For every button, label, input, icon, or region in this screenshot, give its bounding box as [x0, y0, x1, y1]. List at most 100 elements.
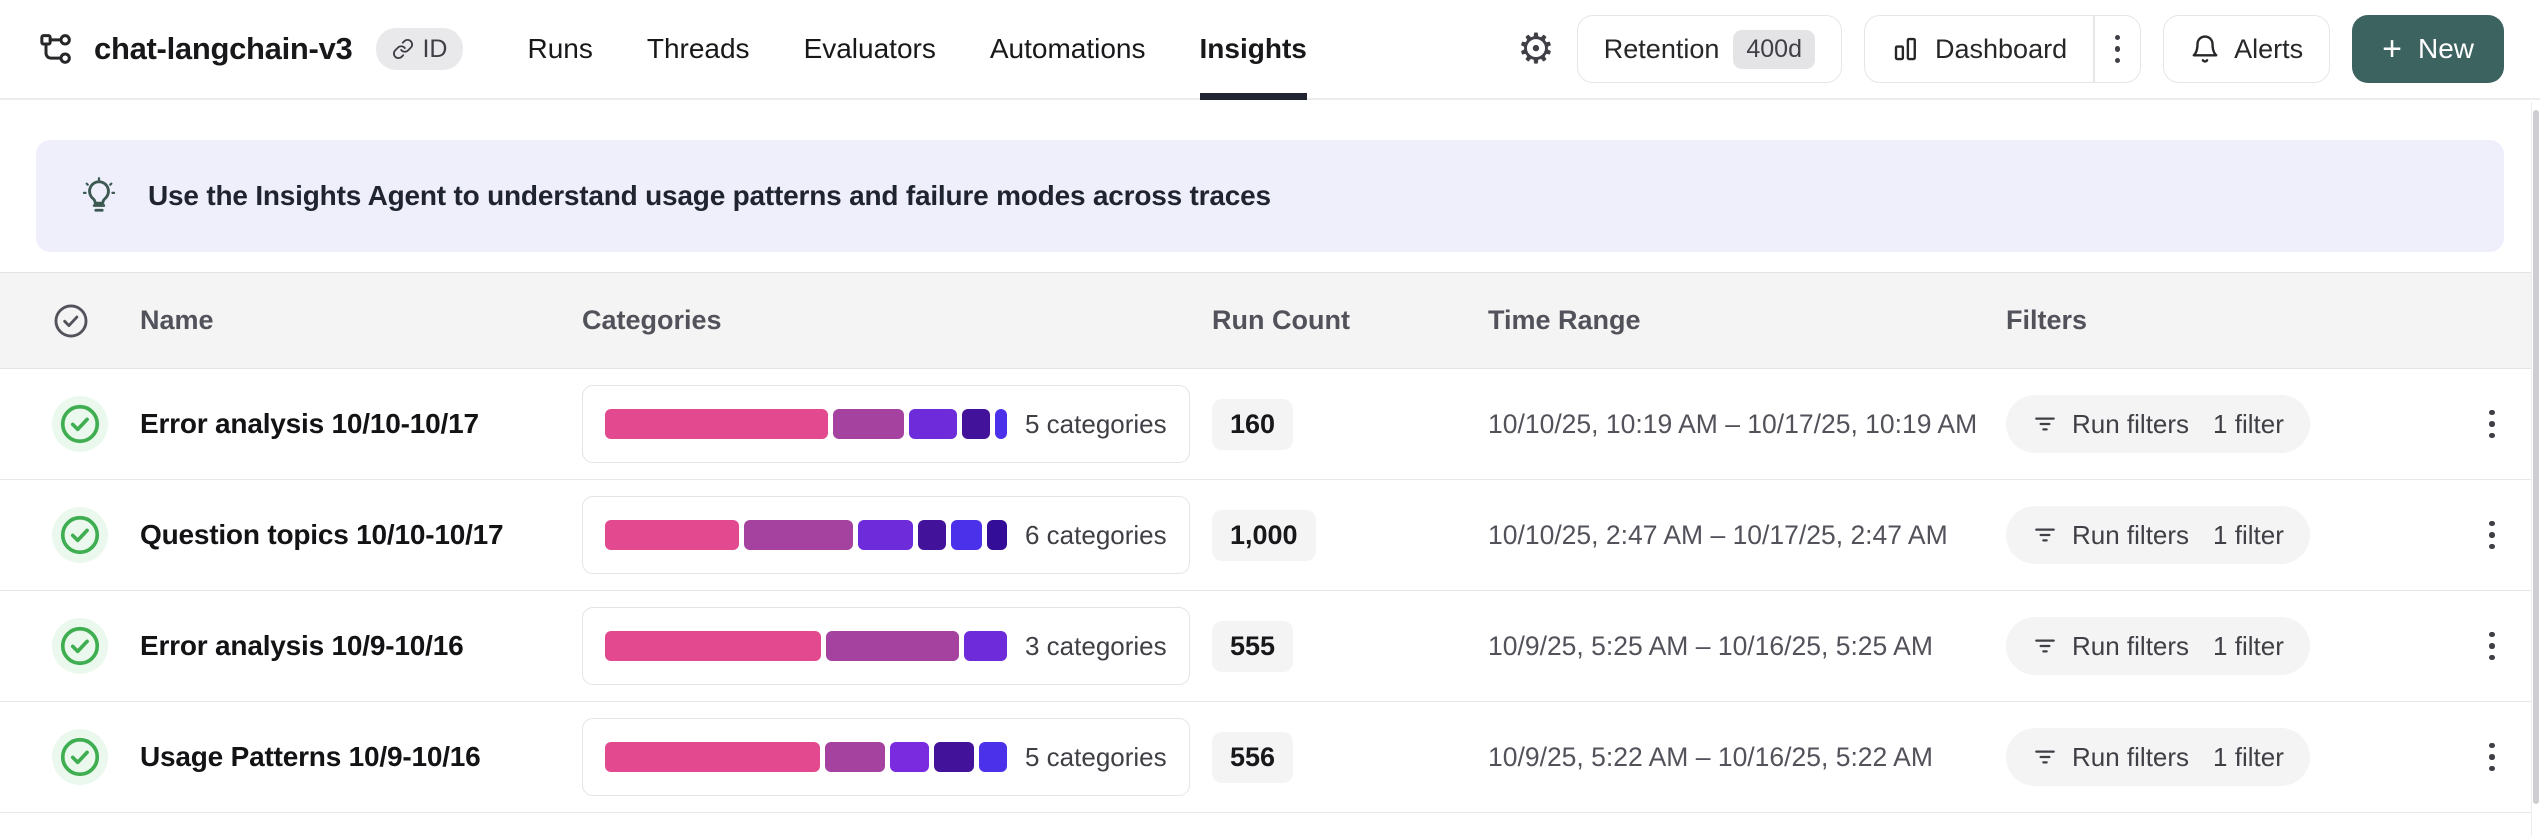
- link-icon: [393, 38, 414, 60]
- run-count-badge: 160: [1212, 398, 1294, 450]
- table-row[interactable]: Error analysis 10/10-10/17 5 categories …: [0, 369, 2540, 480]
- category-segment: [963, 631, 1007, 661]
- tab-threads[interactable]: Threads: [646, 33, 750, 64]
- table-header-row: Name Categories Run Count Time Range Fil…: [0, 272, 2540, 369]
- category-segment: [605, 409, 828, 439]
- project-tabs: Runs Threads Evaluators Automations Insi…: [527, 0, 1308, 100]
- time-range-text: 10/9/25, 5:22 AM – 10/16/25, 5:22 AM: [1488, 741, 1933, 772]
- insights-table: Name Categories Run Count Time Range Fil…: [0, 272, 2540, 813]
- category-segment: [889, 742, 930, 772]
- column-header-categories: Categories: [582, 305, 722, 335]
- category-segment: [605, 742, 820, 772]
- filter-icon: [2035, 528, 2055, 542]
- top-actions: ⚙ Retention 400d Dashboard: [1517, 15, 2504, 83]
- run-filters-label: Run filters: [2072, 630, 2190, 661]
- category-segment: [605, 631, 821, 661]
- run-filters-pill[interactable]: Run filters 1 filter: [2006, 506, 2310, 564]
- filter-count-label: 1 filter: [2213, 519, 2284, 550]
- status-cell: [0, 396, 140, 452]
- table-row[interactable]: Question topics 10/10-10/17 6 categories…: [0, 480, 2540, 591]
- category-segment: [918, 520, 946, 550]
- run-filters-pill[interactable]: Run filters 1 filter: [2006, 395, 2310, 453]
- banner-text: Use the Insights Agent to understand usa…: [148, 180, 1271, 211]
- insight-name: Error analysis 10/10-10/17: [140, 408, 479, 439]
- category-segment: [824, 742, 885, 772]
- tab-insights[interactable]: Insights: [1199, 0, 1308, 100]
- settings-gear-icon[interactable]: ⚙: [1517, 24, 1555, 73]
- status-cell: [0, 729, 140, 785]
- copy-id-badge[interactable]: ID: [376, 28, 464, 70]
- plus-icon: +: [2382, 30, 2402, 68]
- table-row[interactable]: Error analysis 10/9-10/16 3 categories 5…: [0, 591, 2540, 702]
- column-header-run-count: Run Count: [1212, 305, 1350, 335]
- categories-count-label: 3 categories: [1025, 630, 1167, 661]
- category-segment: [743, 520, 854, 550]
- categories-chip[interactable]: 5 categories: [582, 385, 1190, 463]
- categories-chip[interactable]: 3 categories: [582, 607, 1190, 685]
- new-button-label: New: [2417, 33, 2474, 64]
- status-success-icon: [52, 618, 108, 674]
- run-filters-label: Run filters: [2072, 408, 2190, 439]
- time-range-text: 10/9/25, 5:25 AM – 10/16/25, 5:25 AM: [1488, 630, 1933, 661]
- run-count-badge: 555: [1212, 620, 1294, 672]
- category-segment: [825, 631, 959, 661]
- column-header-time-range: Time Range: [1488, 305, 1641, 335]
- run-filters-label: Run filters: [2072, 741, 2190, 772]
- categories-chip[interactable]: 6 categories: [582, 496, 1190, 574]
- project-header: chat-langchain-v3 ID: [36, 28, 464, 70]
- category-segment: [909, 409, 958, 439]
- row-kebab-menu[interactable]: [2489, 409, 2495, 439]
- retention-button[interactable]: Retention 400d: [1576, 15, 1842, 83]
- status-success-icon: [52, 396, 108, 452]
- run-filters-pill[interactable]: Run filters 1 filter: [2006, 728, 2310, 786]
- status-cell: [0, 507, 140, 563]
- run-count-badge: 1,000: [1212, 509, 1316, 561]
- category-bar: [605, 520, 1007, 550]
- status-cell: [0, 618, 140, 674]
- status-success-icon: [52, 729, 108, 785]
- lightbulb-icon: [80, 177, 118, 215]
- tab-evaluators[interactable]: Evaluators: [803, 33, 936, 64]
- run-filters-pill[interactable]: Run filters 1 filter: [2006, 617, 2310, 675]
- top-bar: chat-langchain-v3 ID Runs Threads Evalua…: [0, 0, 2540, 100]
- retention-label: Retention: [1603, 33, 1720, 64]
- row-kebab-menu[interactable]: [2489, 742, 2495, 772]
- category-segment: [605, 520, 739, 550]
- row-kebab-menu[interactable]: [2489, 520, 2495, 550]
- page-title: chat-langchain-v3: [94, 31, 353, 66]
- categories-count-label: 5 categories: [1025, 408, 1167, 439]
- bar-chart-icon: [1894, 37, 1916, 61]
- category-bar: [605, 742, 1008, 772]
- kebab-icon: [2114, 34, 2121, 64]
- table-row[interactable]: Usage Patterns 10/9-10/16 5 categories 5…: [0, 702, 2540, 813]
- new-button[interactable]: + New: [2352, 15, 2504, 83]
- filter-icon: [2035, 417, 2055, 431]
- column-header-name: Name: [140, 305, 214, 335]
- select-all-cell[interactable]: [0, 302, 140, 340]
- id-badge-label: ID: [422, 34, 448, 63]
- filter-count-label: 1 filter: [2213, 630, 2284, 661]
- dashboard-button[interactable]: Dashboard: [1865, 16, 2093, 82]
- category-segment: [979, 742, 1008, 772]
- row-kebab-menu[interactable]: [2489, 631, 2495, 661]
- alerts-button[interactable]: Alerts: [2163, 15, 2331, 83]
- filter-icon: [2035, 750, 2055, 764]
- tab-automations[interactable]: Automations: [989, 33, 1146, 64]
- tab-runs[interactable]: Runs: [527, 33, 593, 64]
- scrollbar-track[interactable]: [2531, 102, 2540, 836]
- categories-chip[interactable]: 5 categories: [582, 718, 1190, 796]
- filter-count-label: 1 filter: [2213, 408, 2284, 439]
- dashboard-label: Dashboard: [1935, 33, 2068, 64]
- dashboard-button-group: Dashboard: [1864, 15, 2142, 83]
- category-bar: [605, 409, 1007, 439]
- insight-name: Error analysis 10/9-10/16: [140, 630, 464, 661]
- time-range-text: 10/10/25, 2:47 AM – 10/17/25, 2:47 AM: [1488, 519, 1948, 550]
- insight-name: Question topics 10/10-10/17: [140, 519, 504, 550]
- categories-count-label: 6 categories: [1025, 519, 1167, 550]
- dashboard-more-menu[interactable]: [2095, 16, 2140, 82]
- alerts-label: Alerts: [2234, 33, 2304, 64]
- category-segment: [934, 742, 975, 772]
- column-header-filters: Filters: [2006, 305, 2088, 335]
- filter-count-label: 1 filter: [2213, 741, 2284, 772]
- scrollbar-thumb[interactable]: [2532, 110, 2539, 804]
